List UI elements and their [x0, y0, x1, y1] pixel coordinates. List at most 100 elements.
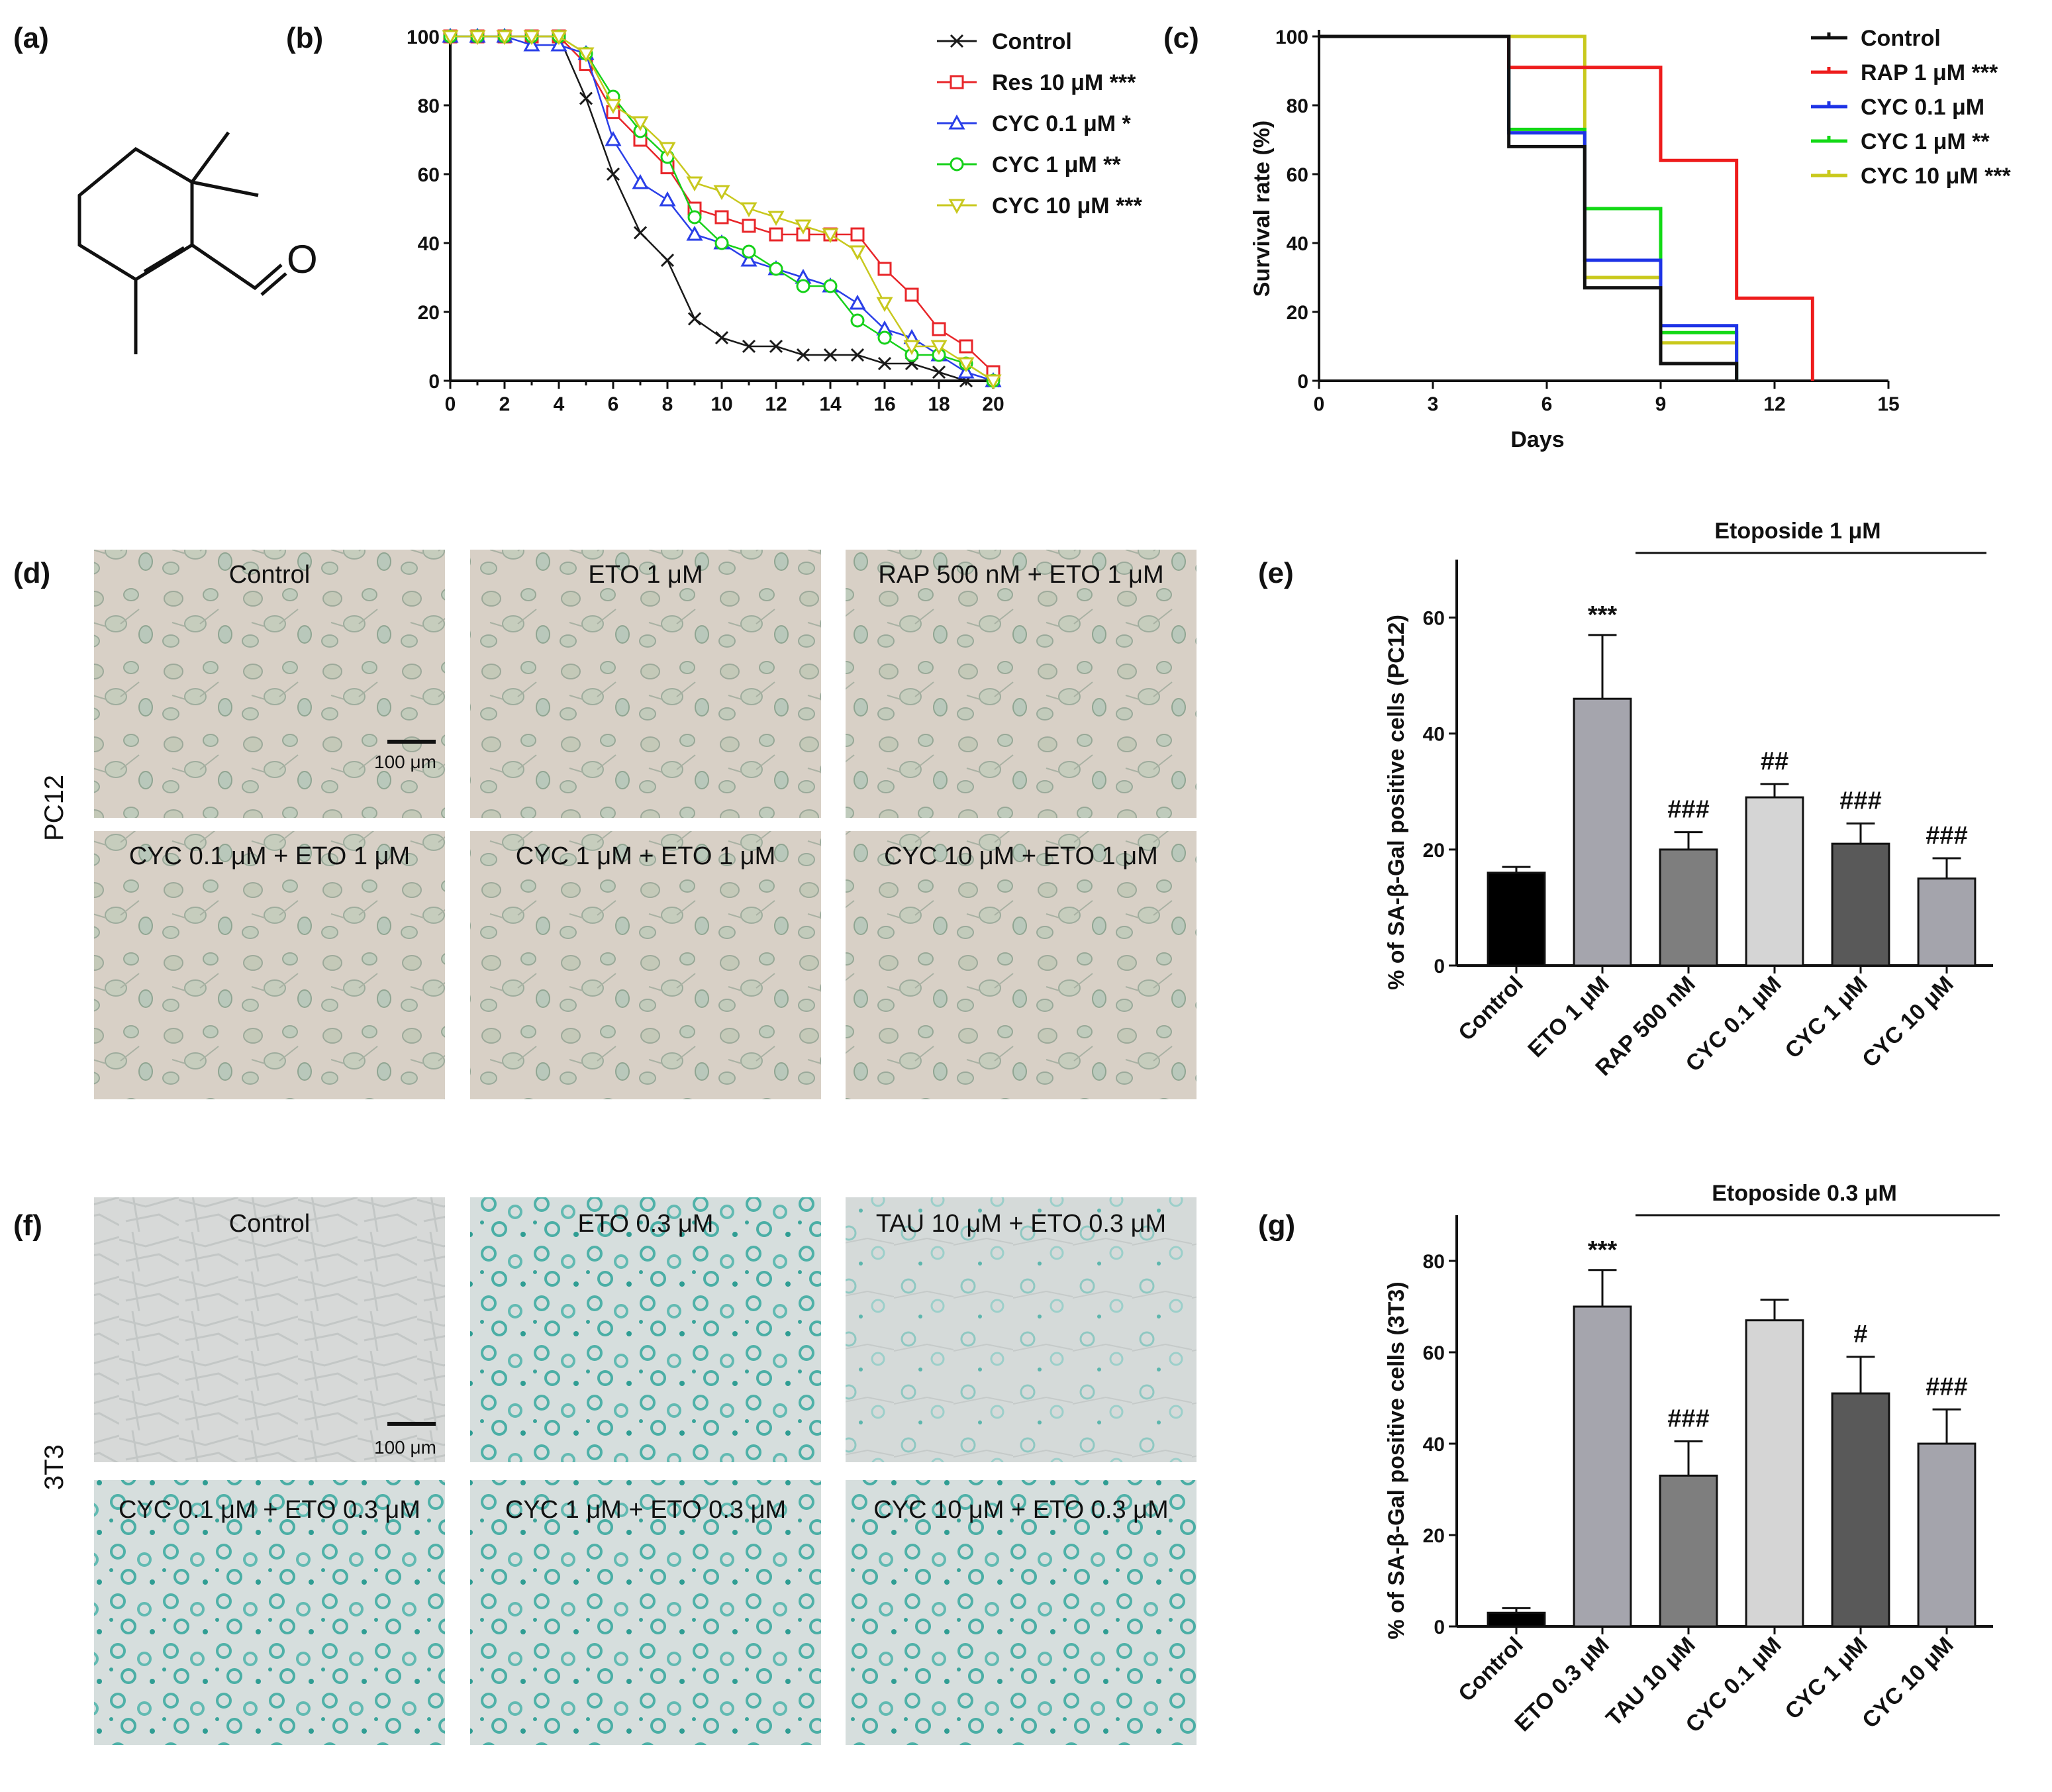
b-point — [577, 47, 595, 63]
g-bar — [1917, 1442, 1977, 1628]
c-y-tick-label: 80 — [1287, 95, 1308, 117]
b-point — [606, 167, 620, 181]
micro-label-f-1: Control — [229, 1210, 311, 1238]
g-y-tick-label: 40 — [1423, 1434, 1445, 1456]
e-y-tick-label: 60 — [1423, 608, 1445, 630]
b-point — [740, 251, 757, 267]
b-point — [686, 176, 703, 192]
b-series-4: CYC 10 μM *** — [442, 30, 1143, 390]
b-point — [496, 30, 513, 46]
e-bar — [1831, 842, 1890, 967]
g-y-tick-label: 60 — [1423, 1342, 1445, 1364]
micrographs-pc12: Control ETO 1 μM RAP 500 nM + ETO 1 μM C… — [94, 550, 1197, 1099]
e-y-tick-label: 20 — [1423, 840, 1445, 862]
c-series-step — [1319, 34, 1739, 381]
b-legend-label: CYC 0.1 μM * — [992, 111, 1132, 136]
b-y-tick-label: 60 — [418, 164, 440, 186]
b-point — [904, 287, 919, 302]
chart-c: 0 20 40 60 80 100 0 3 6 9 12 15 Days Survival rate (%… — [1249, 26, 2012, 452]
c-series-step — [1319, 34, 1739, 381]
e-bracket-title: Etoposide 1 μM — [1714, 519, 1881, 544]
b-point — [659, 191, 676, 207]
e-category-label: Control — [1453, 971, 1528, 1046]
c-legend-item: CYC 10 μM *** — [1811, 164, 2012, 189]
b-point — [632, 116, 649, 132]
panel-label-a: (a) — [13, 22, 49, 54]
e-category-label: ETO 1 μM — [1523, 971, 1614, 1062]
cyclocitral-structure — [77, 131, 287, 354]
scale-bar-label-d: 100 μm — [374, 752, 436, 772]
g-bar — [1573, 1305, 1632, 1628]
g-bar — [1659, 1474, 1718, 1628]
b-point — [823, 348, 838, 362]
g-bar — [1745, 1319, 1804, 1628]
c-series-3 — [1319, 34, 1739, 381]
b-point — [605, 130, 622, 146]
c-legend-label: CYC 0.1 μM — [1861, 95, 1984, 120]
b-point — [877, 356, 892, 371]
b-point — [633, 226, 648, 240]
b-y-tick-label: 80 — [418, 95, 440, 117]
b-point — [796, 348, 810, 362]
micrograph-pc12-rap — [846, 550, 1197, 818]
c-x-tick-label: 6 — [1541, 393, 1553, 415]
g-y-tick-label: 20 — [1423, 1525, 1445, 1547]
b-point — [523, 30, 540, 46]
b-series-0: Control — [443, 29, 1072, 388]
e-bar — [1487, 871, 1546, 967]
micrographs-3t3: Control ETO 0.3 μM TAU 10 μM + ETO 0.3 μ… — [94, 1197, 1197, 1745]
b-x-tick-label: 0 — [445, 393, 456, 415]
b-point — [742, 219, 756, 233]
c-y-axis-title: Survival rate (%) — [1249, 121, 1275, 297]
c-series-step — [1319, 34, 1739, 381]
micro-label-d-5: CYC 1 μM + ETO 1 μM — [516, 842, 776, 870]
panel-label-f: (f) — [13, 1209, 42, 1242]
e-significance: ### — [1839, 787, 1881, 815]
panel-label-b: (b) — [286, 22, 323, 54]
b-x-tick-label: 4 — [554, 393, 565, 415]
b-y-tick-label: 20 — [418, 302, 440, 324]
g-significance: *** — [1588, 1236, 1618, 1264]
e-bar — [1659, 848, 1718, 967]
b-legend-marker — [948, 199, 965, 215]
g-bar-group: ***ETO 0.3 μM — [1510, 1236, 1632, 1736]
c-legend-item: CYC 0.1 μM — [1811, 95, 1984, 120]
b-point — [713, 185, 730, 201]
b-point — [769, 262, 783, 276]
micro-label-d-6: CYC 10 μM + ETO 1 μM — [884, 842, 1158, 870]
b-point — [876, 297, 893, 313]
b-point — [957, 357, 975, 373]
c-x-tick-label: 9 — [1655, 393, 1667, 415]
c-series-2 — [1319, 34, 1739, 381]
scale-bar-label-f: 100 μm — [374, 1437, 436, 1458]
micrograph-pc12-cyc01 — [94, 831, 445, 1099]
micro-label-f-2: ETO 0.3 μM — [578, 1210, 714, 1238]
b-legend-marker — [950, 75, 964, 89]
b-point — [769, 227, 783, 242]
b-point — [769, 339, 783, 354]
b-point — [714, 210, 729, 224]
b-point — [959, 339, 973, 354]
panel-label-g: (g) — [1258, 1209, 1295, 1242]
chart-e: 0 20 40 60 % of SA-β-Gal positive cells (PC1… — [1384, 519, 1993, 1081]
micrograph-3t3-tau — [846, 1197, 1197, 1462]
e-y-tick-label: 0 — [1434, 956, 1445, 977]
g-bar — [1831, 1392, 1890, 1628]
c-legend-label: Control — [1861, 26, 1941, 51]
micrograph-3t3-cyc1 — [470, 1480, 821, 1745]
b-legend-marker — [950, 157, 964, 172]
panel-label-d: (d) — [13, 557, 50, 589]
c-series-0 — [1319, 34, 1739, 381]
e-bar — [1917, 877, 1977, 967]
b-point — [442, 30, 459, 46]
micro-label-f-4: CYC 0.1 μM + ETO 0.3 μM — [119, 1496, 420, 1524]
g-category-label: CYC 1 μM — [1781, 1632, 1873, 1724]
b-point — [985, 374, 1002, 390]
g-bar — [1487, 1611, 1546, 1628]
b-point — [740, 202, 757, 218]
micrograph-3t3-control — [94, 1197, 445, 1462]
b-point — [822, 228, 839, 244]
micrograph-3t3-cyc10 — [846, 1480, 1197, 1745]
b-x-tick-label: 6 — [608, 393, 619, 415]
